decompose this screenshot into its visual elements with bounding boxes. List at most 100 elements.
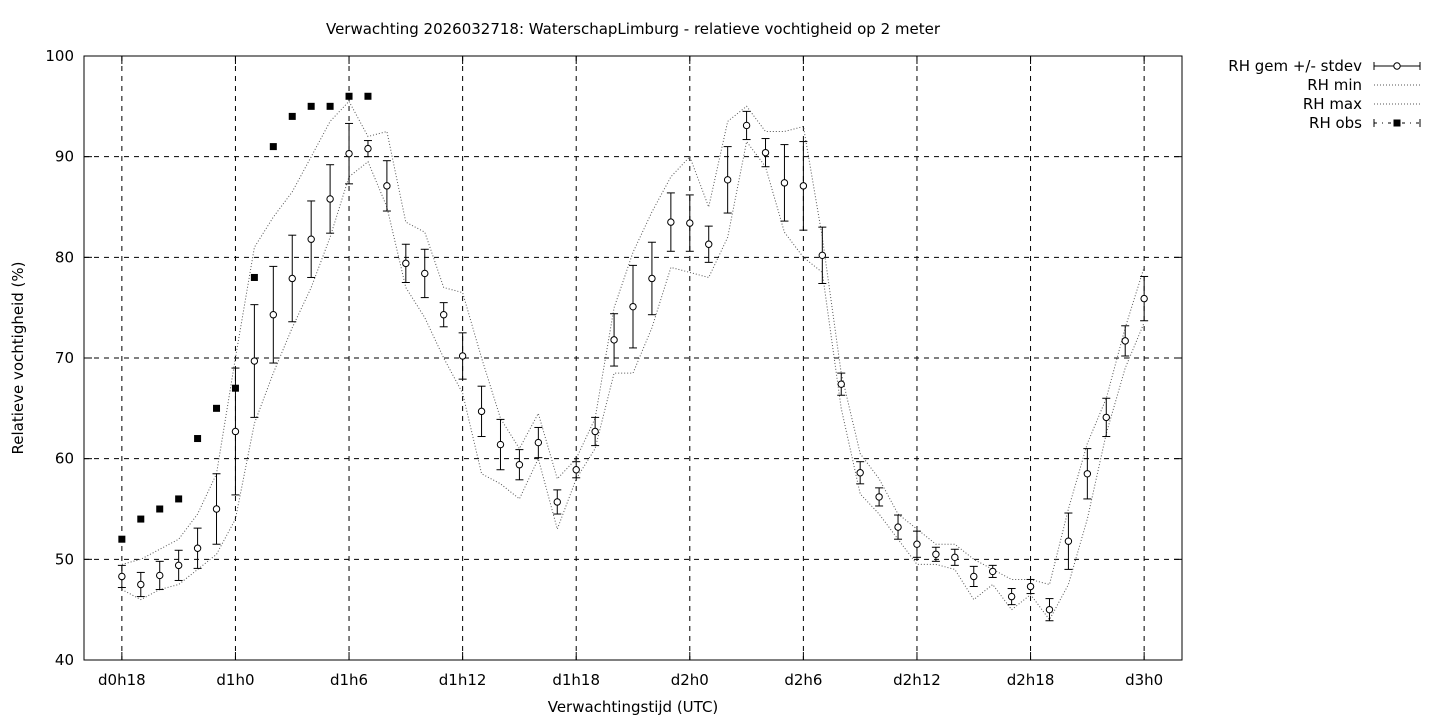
rh-obs-point [269,143,277,151]
rh-mean-point [345,149,353,158]
rh-obs-point [288,112,296,120]
rh-mean-point [364,144,372,153]
x-tick-label: d2h0 [671,671,709,689]
rh-mean-point [837,380,845,388]
rh-obs-point [364,92,372,100]
rh-mean-point [742,121,751,130]
rh-mean-point [572,466,580,474]
rh-mean-point [1083,470,1092,478]
rh-mean-point [212,505,221,513]
rh-mean-point [326,195,334,203]
rh-mean-point [496,440,505,449]
rh-obs-point [137,515,145,523]
rh-mean-point [610,336,618,344]
rh-mean-point [553,498,561,506]
grid-lines [84,56,1182,660]
rh-mean-point [515,461,524,469]
rh-mean-point [288,274,296,283]
rh-mean-point [818,251,827,260]
x-tick-label: d1h0 [216,671,254,689]
x-tick-label: d1h18 [552,671,600,689]
rh-obs-point [156,505,164,513]
y-tick-label: 100 [45,47,74,65]
rh-mean-point [894,523,902,531]
rh-obs-point [345,92,353,100]
plot-series [117,92,1149,622]
rh-mean-point [193,544,202,552]
rh-mean-point [231,427,240,436]
legend-label: RH gem +/- stdev [1228,57,1362,75]
rh-mean-point [156,571,164,580]
rh-mean-point [534,438,543,447]
rh-mean-point [705,240,713,248]
rh-mean-point [137,580,145,589]
rh-mean-point [174,561,183,570]
x-tick-label: d3h0 [1125,671,1163,689]
rh-mean-point [1102,413,1110,422]
rh-obs-point [175,495,183,503]
chart-title: Verwachting 2026032718: WaterschapLimbur… [326,20,941,38]
rh-obs-point [326,102,334,110]
rh-obs-point [250,273,258,281]
y-tick-label: 40 [55,651,74,669]
legend-label: RH max [1303,95,1362,113]
x-tick-label: d2h18 [1007,671,1055,689]
rh-mean-point [1121,337,1129,345]
rh-mean-point [970,572,978,581]
rh-mean-point [856,469,864,477]
rh-mean-point [402,259,410,268]
rh-mean-point [1026,582,1035,591]
y-tick-label: 90 [55,148,74,166]
rh-obs-point [194,435,202,443]
rh-mean-point [667,218,675,226]
legend-marker [1393,119,1401,127]
rh-mean-point [591,427,599,436]
rh-mean-point [383,182,391,190]
rh-mean-point [421,269,429,278]
x-axis-label: Verwachtingstijd (UTC) [548,698,719,716]
rh-mean-point [875,493,883,501]
rh-mean-point [307,235,315,243]
y-tick-label: 60 [55,450,74,468]
rh-mean-point [1045,605,1054,614]
rh-min-line [121,140,1145,621]
rh-mean-point [761,148,770,157]
axis-ticks: 40 50 60 70 80 90 100 d0h18 d1h0 d1h6 d1h12 d1h18 d2… [45,47,1182,689]
rh-mean-point [686,219,694,227]
x-tick-label: d2h6 [784,671,822,689]
rh-mean-point [439,311,448,319]
rh-obs-point [231,384,239,392]
x-tick-label: d1h6 [330,671,368,689]
y-tick-label: 80 [55,248,74,266]
rh-mean-point [799,182,808,190]
rh-mean-point [629,302,637,311]
rh-mean-point [648,274,656,283]
legend-label: RH obs [1309,114,1362,132]
rh-mean-point [250,357,259,365]
x-tick-label: d0h18 [98,671,146,689]
rh-mean-point [913,540,921,548]
rh-mean-point [932,550,940,558]
rh-mean-point [477,407,486,416]
rh-mean-point [1007,592,1016,601]
rh-mean-point [988,567,997,576]
rh-obs-point [118,535,126,543]
x-tick-label: d1h12 [439,671,487,689]
legend-marker [1393,62,1401,70]
y-axis-label: Relatieve vochtigheid (%) [9,261,27,454]
rh-mean-point [723,176,732,184]
rh-mean-point [1064,537,1073,545]
y-tick-label: 50 [55,550,74,568]
x-tick-label: d2h12 [893,671,941,689]
legend-label: RH min [1307,76,1362,94]
rh-obs-point [307,102,315,110]
rh-mean-point [780,179,789,187]
rh-mean-point [1140,294,1148,303]
rh-obs-point [213,404,221,412]
rh-mean-point [458,352,467,360]
y-tick-label: 70 [55,349,74,367]
rh-max-line [121,100,1145,586]
rh-mean-point [269,311,278,319]
